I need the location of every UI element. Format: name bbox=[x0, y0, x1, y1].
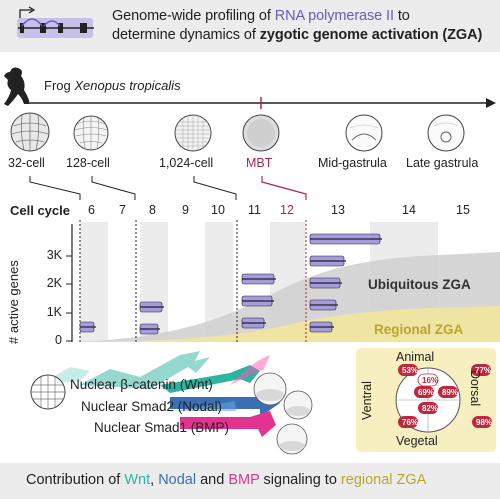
cell-cycle-14: 14 bbox=[402, 203, 416, 217]
embryo-32-cell bbox=[10, 112, 50, 152]
footer-caption: Contribution of Wnt, Nodal and BMP signa… bbox=[26, 472, 427, 488]
map-vegetal-label: Vegetal bbox=[396, 434, 438, 448]
signal-nodal: Nuclear Smad2 (Nodal) bbox=[81, 399, 223, 414]
cell-cycle-13: 13 bbox=[331, 203, 345, 217]
y-tick-0: 0 bbox=[55, 333, 62, 347]
y-axis-label: # active genes bbox=[6, 260, 21, 344]
pct-inner-animal: 16% bbox=[422, 376, 439, 385]
pct-outer-dorsal-animal: 77% bbox=[475, 366, 492, 375]
footer-band bbox=[0, 463, 500, 499]
pct-inner-ventral: 69% bbox=[418, 388, 435, 397]
stage-label-mid-gastrula: Mid-gastrula bbox=[318, 156, 387, 170]
stage-label-1024-cell: 1,024-cell bbox=[159, 156, 214, 170]
cell-cycle-12: 12 bbox=[280, 203, 294, 217]
signaling-arrows bbox=[40, 351, 313, 455]
embryo-mbt bbox=[242, 114, 280, 152]
stage-label-32-cell: 32-cell bbox=[8, 156, 45, 170]
embryo-stages bbox=[10, 112, 465, 152]
ubiquitous-zga-label: Ubiquitous ZGA bbox=[368, 277, 471, 292]
embryo-1024-cell bbox=[174, 114, 212, 152]
signal-wnt: Nuclear β-catenin (Wnt) bbox=[70, 377, 213, 392]
cell-cycle-10: 10 bbox=[211, 203, 225, 217]
organism-label: Frog Xenopus tropicalis bbox=[44, 78, 181, 93]
y-tick-2k: 2K bbox=[46, 276, 62, 290]
embryo-mid-gastrula bbox=[345, 114, 383, 152]
map-animal-label: Animal bbox=[396, 350, 435, 364]
rna-pol-ii-highlight: RNA polymerase II bbox=[274, 8, 394, 24]
footer-nodal: Nodal bbox=[158, 472, 197, 488]
embryo-grid-icon bbox=[30, 374, 66, 410]
timeline-axis bbox=[30, 97, 496, 109]
embryo-128-cell bbox=[73, 115, 109, 151]
embryo-late-gastrula bbox=[427, 114, 465, 152]
stage-label-mbt: MBT bbox=[246, 156, 273, 170]
gene-track-icon bbox=[17, 6, 94, 38]
cell-cycle-11: 11 bbox=[248, 203, 261, 217]
stage-label-128-cell: 128-cell bbox=[66, 156, 110, 170]
cell-cycle-6: 6 bbox=[88, 203, 95, 217]
pct-outer-ventral-vegetal: 76% bbox=[402, 418, 419, 427]
map-dorsal-label: Dorsal bbox=[468, 370, 482, 407]
y-tick-3k: 3K bbox=[46, 248, 62, 262]
cell-cycle-15: 15 bbox=[456, 203, 470, 217]
pct-inner-vegetal: 82% bbox=[422, 404, 439, 413]
regional-zga-label: Regional ZGA bbox=[374, 322, 464, 337]
signal-bmp: Nuclear Smad1 (BMP) bbox=[94, 420, 230, 435]
footer-regional: regional ZGA bbox=[340, 472, 427, 488]
header-title: Genome-wide profiling of RNA polymerase … bbox=[112, 8, 483, 43]
pct-outer-ventral-animal: 53% bbox=[402, 366, 419, 375]
pct-outer-dorsal-vegetal: 98% bbox=[476, 418, 493, 427]
stage-label-late-gastrula: Late gastrula bbox=[406, 156, 479, 170]
regional-map bbox=[356, 348, 496, 452]
y-tick-1k: 1K bbox=[46, 305, 62, 319]
cell-cycle-9: 9 bbox=[182, 203, 189, 217]
footer-wnt: Wnt bbox=[124, 472, 151, 488]
cell-cycle-7: 7 bbox=[119, 203, 126, 217]
map-ventral-label: Ventral bbox=[360, 381, 374, 420]
cell-cycle-label: Cell cycle bbox=[10, 203, 70, 218]
footer-bmp: BMP bbox=[228, 472, 260, 488]
pct-inner-dorsal: 89% bbox=[442, 388, 459, 397]
active-genes-plot bbox=[66, 220, 500, 342]
frog-icon bbox=[4, 67, 30, 106]
cell-cycle-8: 8 bbox=[149, 203, 156, 217]
stage-connectors bbox=[29, 176, 307, 200]
